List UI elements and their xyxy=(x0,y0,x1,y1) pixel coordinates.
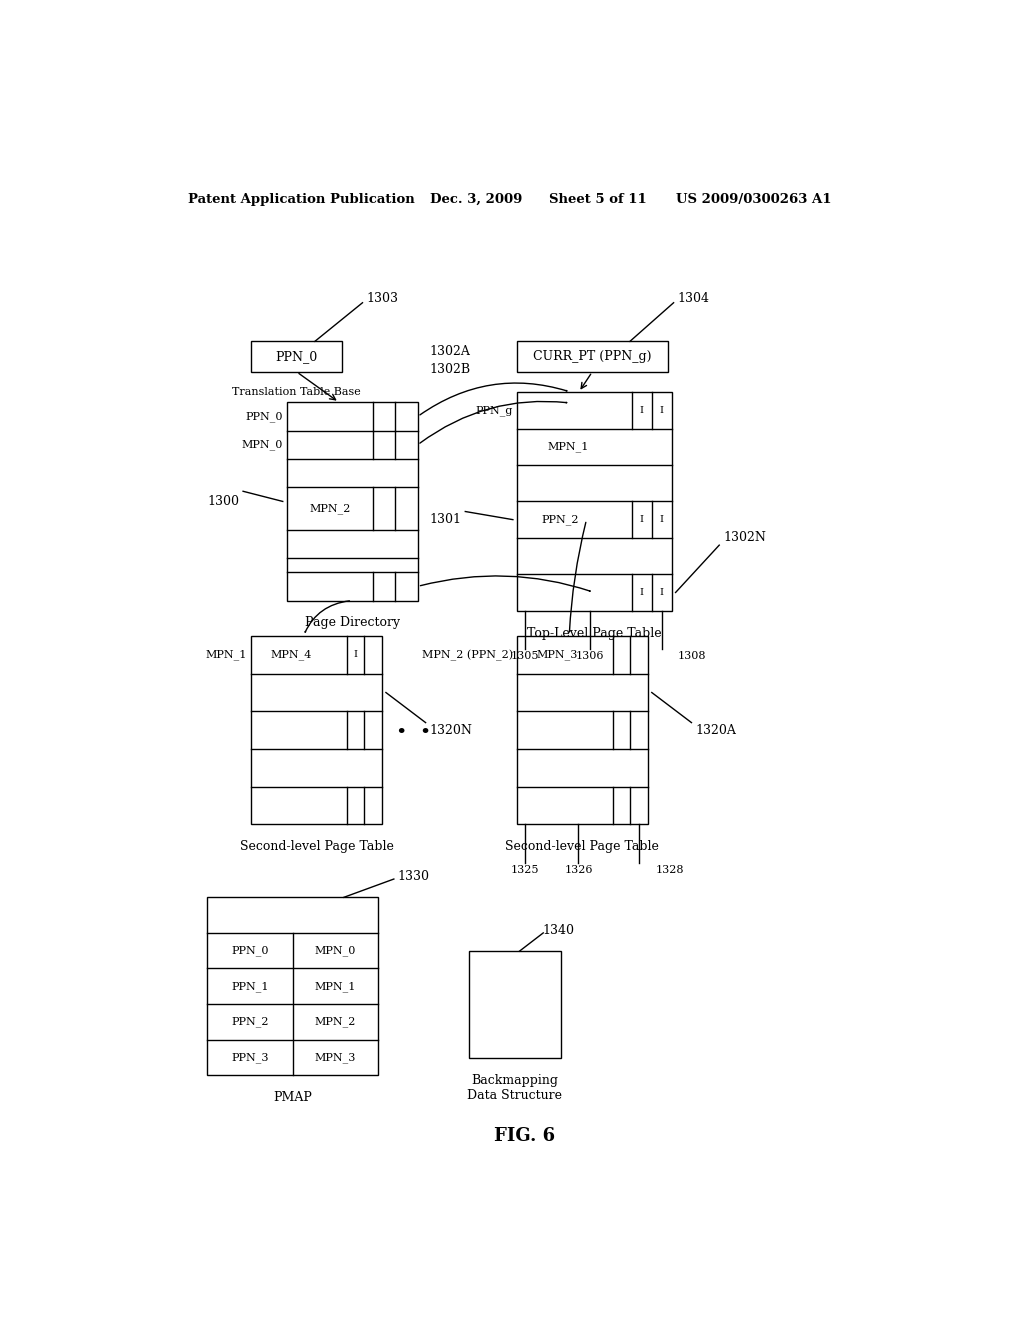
Text: 1330: 1330 xyxy=(397,870,430,883)
Text: PPN_0: PPN_0 xyxy=(231,945,268,956)
Text: FIG. 6: FIG. 6 xyxy=(495,1127,555,1146)
Text: 1308: 1308 xyxy=(677,652,706,661)
Text: 1302N: 1302N xyxy=(723,532,766,544)
Text: •  •: • • xyxy=(396,723,431,742)
Text: PPN_0: PPN_0 xyxy=(246,411,283,422)
Text: MPN_1: MPN_1 xyxy=(206,649,247,660)
Text: 1300: 1300 xyxy=(207,495,240,508)
Text: Backmapping
Data Structure: Backmapping Data Structure xyxy=(467,1074,562,1102)
Text: PPN_3: PPN_3 xyxy=(231,1052,268,1063)
Bar xyxy=(517,392,672,611)
Text: 1320N: 1320N xyxy=(430,723,472,737)
Bar xyxy=(287,403,418,601)
Text: MPN_1: MPN_1 xyxy=(548,441,590,453)
Text: Second-level Page Table: Second-level Page Table xyxy=(506,840,659,853)
Text: 1304: 1304 xyxy=(678,292,710,305)
FancyArrowPatch shape xyxy=(305,601,349,632)
Text: 1305: 1305 xyxy=(511,652,539,661)
Bar xyxy=(469,952,560,1057)
Text: Page Directory: Page Directory xyxy=(304,616,399,630)
Text: PPN_0: PPN_0 xyxy=(275,350,317,363)
Text: MPN_3: MPN_3 xyxy=(314,1052,356,1063)
Bar xyxy=(251,636,382,824)
Text: US 2009/0300263 A1: US 2009/0300263 A1 xyxy=(676,193,831,206)
Text: MPN_0: MPN_0 xyxy=(314,945,356,956)
Text: Dec. 3, 2009: Dec. 3, 2009 xyxy=(430,193,522,206)
Text: PPN_g: PPN_g xyxy=(475,405,513,416)
Text: PPN_2: PPN_2 xyxy=(542,515,580,525)
Text: PPN_2: PPN_2 xyxy=(231,1016,268,1027)
Text: Second-level Page Table: Second-level Page Table xyxy=(240,840,393,853)
Text: MPN_4: MPN_4 xyxy=(270,649,312,660)
Text: I: I xyxy=(640,587,644,597)
Text: 1325: 1325 xyxy=(511,865,539,875)
Bar xyxy=(517,636,648,824)
Bar xyxy=(517,342,668,372)
Text: 1301: 1301 xyxy=(429,513,461,527)
Text: 1302B: 1302B xyxy=(430,363,471,376)
Text: CURR_PT (PPN_g): CURR_PT (PPN_g) xyxy=(534,350,651,363)
Text: I: I xyxy=(353,651,357,660)
Bar xyxy=(251,342,342,372)
FancyArrowPatch shape xyxy=(569,523,586,632)
Text: MPN_2: MPN_2 xyxy=(314,1016,356,1027)
FancyArrowPatch shape xyxy=(420,401,566,444)
Text: I: I xyxy=(659,405,664,414)
FancyArrowPatch shape xyxy=(421,576,590,591)
Text: MPN_2: MPN_2 xyxy=(309,503,350,513)
Text: 1302A: 1302A xyxy=(430,345,470,358)
Text: 1303: 1303 xyxy=(367,292,398,305)
Text: MPN_0: MPN_0 xyxy=(242,440,283,450)
Text: 1306: 1306 xyxy=(575,652,604,661)
FancyArrowPatch shape xyxy=(420,383,567,414)
Text: I: I xyxy=(640,405,644,414)
Text: MPN_2 (PPN_2): MPN_2 (PPN_2) xyxy=(422,649,513,660)
Text: 1340: 1340 xyxy=(543,924,574,937)
Text: PMAP: PMAP xyxy=(273,1092,312,1104)
Text: 1326: 1326 xyxy=(564,865,593,875)
Text: Patent Application Publication: Patent Application Publication xyxy=(187,193,415,206)
Text: I: I xyxy=(640,515,644,524)
Text: MPN_1: MPN_1 xyxy=(314,981,356,991)
Text: Translation Table Base: Translation Table Base xyxy=(232,387,361,397)
Bar xyxy=(207,898,378,1076)
Text: I: I xyxy=(659,515,664,524)
Text: Top-Level Page Table: Top-Level Page Table xyxy=(527,627,662,640)
Text: MPN_3: MPN_3 xyxy=(537,649,578,660)
Text: PPN_1: PPN_1 xyxy=(231,981,268,991)
Text: 1328: 1328 xyxy=(655,865,684,875)
Text: Sheet 5 of 11: Sheet 5 of 11 xyxy=(549,193,646,206)
Text: I: I xyxy=(659,587,664,597)
Text: 1320A: 1320A xyxy=(695,723,736,737)
